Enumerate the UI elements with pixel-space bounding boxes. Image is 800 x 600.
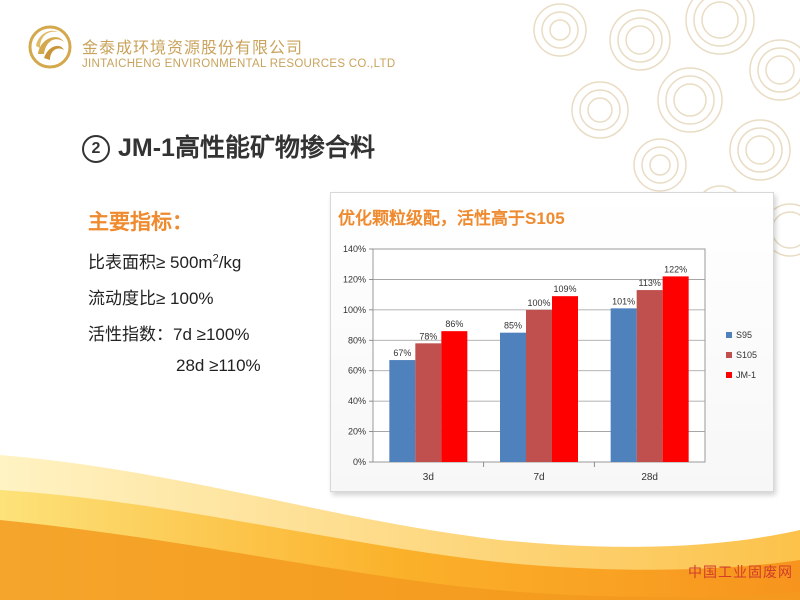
bar-s95-3d bbox=[389, 360, 416, 462]
bar-jm-1-7d bbox=[552, 296, 578, 462]
legend-swatch-s105 bbox=[726, 352, 732, 358]
metric-activity: 活性指数：7d ≥100% bbox=[88, 320, 249, 345]
data-label: 67% bbox=[393, 348, 411, 358]
x-tick-label: 3d bbox=[423, 472, 434, 483]
title-number-badge: 2 bbox=[82, 135, 110, 163]
data-label: 122% bbox=[664, 264, 687, 274]
bar-s105-28d bbox=[636, 290, 663, 462]
metrics-heading: 主要指标： bbox=[88, 211, 193, 234]
bar-s105-3d bbox=[415, 343, 442, 462]
page-title: 2 JM-1高性能矿物掺合料 bbox=[82, 128, 375, 164]
y-tick-label: 80% bbox=[348, 335, 366, 345]
chart-title: 优化颗粒级配，活性高于S105 bbox=[338, 209, 565, 228]
bar-s105-7d bbox=[526, 309, 552, 462]
bar-s95-28d bbox=[610, 308, 637, 462]
x-tick-label: 28d bbox=[641, 472, 658, 483]
y-tick-label: 140% bbox=[343, 244, 366, 254]
data-label: 109% bbox=[553, 284, 576, 294]
legend-swatch-jm-1 bbox=[726, 372, 732, 378]
y-tick-label: 20% bbox=[348, 427, 366, 437]
legend-label: S95 bbox=[736, 330, 752, 340]
metric-activity-label: 活性指数： bbox=[88, 325, 173, 344]
legend-label: JM-1 bbox=[736, 370, 756, 380]
bar-chart: 0% 20% 40% 60% 80% 100% 120% 140% 67% 78% 86% 3d 85%… bbox=[343, 244, 757, 483]
title-text: JM-1高性能矿物掺合料 bbox=[118, 134, 375, 162]
data-label: 113% bbox=[638, 278, 660, 288]
metric-surface-area-suffix: /kg bbox=[218, 253, 242, 272]
bar-s95-7d bbox=[500, 332, 526, 462]
y-tick-label: 60% bbox=[348, 366, 366, 376]
golden-swirl-logo-icon bbox=[28, 25, 72, 69]
y-tick-label: 100% bbox=[343, 305, 366, 315]
wave-pattern-icon bbox=[533, 0, 800, 257]
x-tick-label: 7d bbox=[533, 472, 544, 483]
metric-surface-area: 比表面积≥ 500m2/kg bbox=[88, 248, 241, 273]
bar-jm-1-28d bbox=[662, 276, 689, 462]
metric-fluidity: 流动度比≥ 100% bbox=[88, 289, 214, 308]
data-label: 101% bbox=[612, 296, 635, 306]
metric-surface-area-prefix: 比表面积≥ 500m bbox=[88, 253, 213, 272]
data-label: 85% bbox=[504, 321, 522, 331]
data-label: 78% bbox=[419, 331, 437, 341]
watermark: 中国工业固废网 bbox=[688, 564, 793, 580]
company-name-en: JINTAICHENG ENVIRONMENTAL RESOURCES CO.,… bbox=[82, 58, 396, 70]
data-label: 100% bbox=[527, 298, 550, 308]
metric-activity-7d: 7d ≥100% bbox=[173, 325, 250, 344]
y-tick-label: 40% bbox=[348, 396, 366, 406]
metric-activity-28d: 28d ≥110% bbox=[176, 356, 261, 375]
bar-jm-1-3d bbox=[441, 331, 468, 462]
legend-label: S105 bbox=[736, 350, 757, 360]
metric-surface-area-sup: 2 bbox=[212, 252, 219, 265]
data-label: 86% bbox=[445, 319, 463, 329]
y-tick-label: 0% bbox=[353, 457, 366, 467]
company-name-cn: 金泰成环境资源股份有限公司 bbox=[82, 40, 304, 57]
legend-swatch-s95 bbox=[726, 332, 732, 338]
y-tick-label: 120% bbox=[343, 274, 366, 284]
